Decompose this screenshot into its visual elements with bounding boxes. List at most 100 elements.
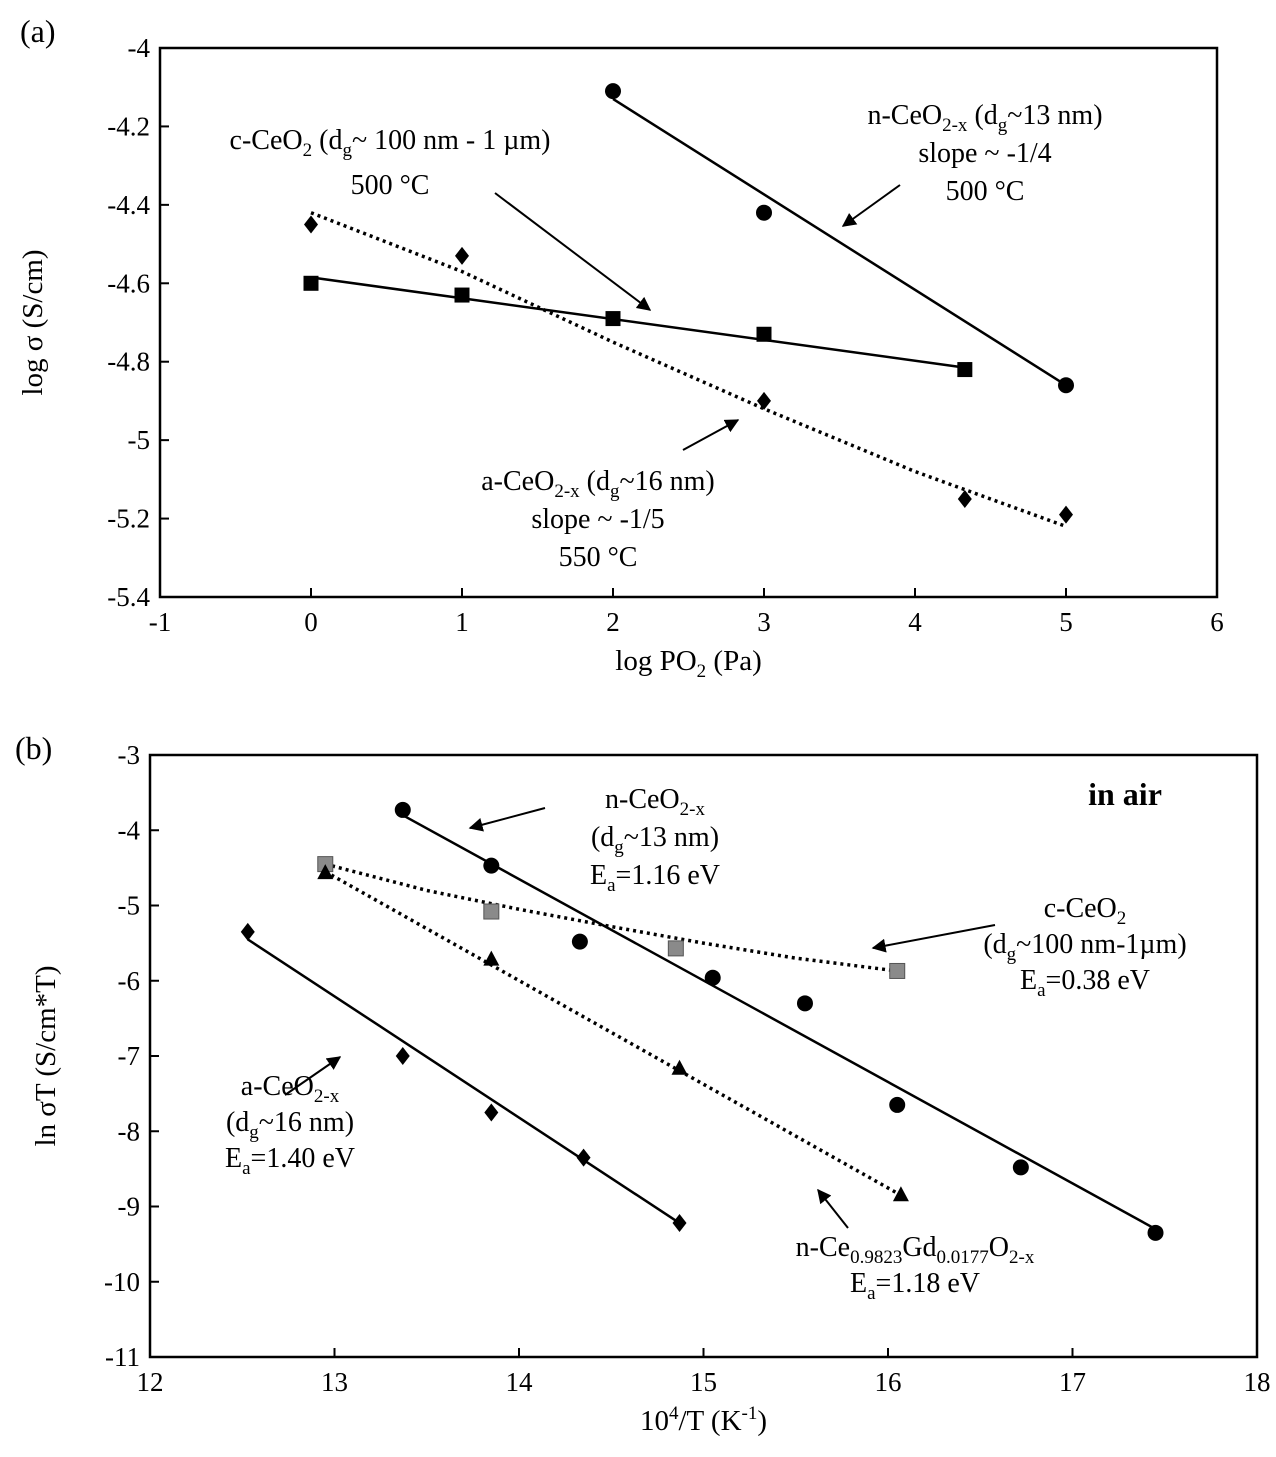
panel-b-y-tick-label: -4 [118, 815, 141, 845]
panel-a-annotation-2: a-CeO2-x (dg~16 nm) [481, 466, 715, 502]
panel-b-y-tick-label: -6 [118, 966, 141, 996]
panel-b-annotation-1-part: (d [983, 929, 1006, 960]
panel-a-y-tick-label: -4.6 [107, 268, 150, 298]
panel-b-data-point-1 [483, 903, 500, 920]
panel-a-annotation-1-part: c-CeO [230, 125, 303, 156]
panel-b-data-point-1 [667, 940, 684, 957]
panel-b-data-point-1 [889, 962, 906, 979]
panel-b-data-point-3 [576, 1148, 591, 1167]
panel-a-x-tick-label: 6 [1210, 607, 1224, 637]
panel-a-annotation-1: c-CeO2 (dg~ 100 nm - 1 µm) [230, 125, 551, 161]
panel-b-data-point-0 [394, 801, 411, 818]
panel-b-data-point-0 [796, 995, 813, 1012]
panel-b-annotation-arrow-0 [468, 807, 546, 832]
panel-b-y-tick-label: -9 [118, 1192, 141, 1222]
panel-a-annotation-1-part: 500 °C [351, 170, 430, 201]
panel-a-annotation-0-part: g [998, 115, 1008, 136]
panel-b-annotation-1-part: ~100 nm-1µm) [1016, 929, 1187, 960]
panel-a-fit-line-0 [612, 97, 1067, 387]
panel-b-annotation-3: Ea=1.18 eV [850, 1268, 980, 1304]
panel-a-annotation-0-part: slope ~ -1/4 [918, 138, 1051, 169]
panel-b-x-tick-label: 15 [690, 1367, 717, 1397]
panel-a-label: (a) [20, 13, 56, 49]
panel-b-annotation-2-part: =1.40 eV [251, 1143, 355, 1174]
panel-a-annotation-0: 500 °C [946, 176, 1025, 207]
panel-a-x-tick-label: 5 [1059, 607, 1073, 637]
panel-b-annotation-arrow-1 [871, 924, 996, 953]
panel-a-x-tick-label: 1 [455, 607, 469, 637]
panel-b-data-point-0 [704, 969, 721, 986]
panel-a-annotation-0-part: n-CeO [867, 100, 942, 131]
panel-a-data-point-0 [1058, 377, 1074, 394]
panel-b-annotation-0-part: g [614, 837, 624, 858]
panel-a-y-tick-label: -5.2 [107, 504, 150, 534]
panel-b-y-tick-label: -5 [118, 891, 141, 921]
panel-b-annotation-1: Ea=0.38 eV [1020, 965, 1150, 1001]
x-label-sup2: -1 [742, 1403, 758, 1424]
x-label-post: /T (K [678, 1405, 741, 1437]
panel-b-annotation-2-part: E [225, 1143, 242, 1174]
panel-b-label: (b) [15, 730, 52, 766]
panel-b-x-tick-label: 16 [875, 1367, 902, 1397]
panel-a-annotation-1: 500 °C [351, 170, 430, 201]
panel-a-annotation-2: slope ~ -1/5 [531, 504, 664, 535]
panel-a-annotation-2: 550 °C [559, 542, 638, 573]
panel-b-y-axis-label: ln σT (S/cm*T) [30, 965, 62, 1146]
panel-b-annotation-3-part: Gd [902, 1232, 936, 1263]
panel-a-y-tick-label: -4.4 [107, 190, 150, 220]
panel-b-annotation-2-part: 2-x [314, 1086, 340, 1107]
panel-b-y-tick-label: -7 [118, 1041, 141, 1071]
panel-b-y-tick-label: -8 [118, 1116, 141, 1146]
panel-b-data-point-2 [483, 950, 500, 966]
panel-a-data-point-0 [605, 83, 621, 100]
panel-a-x-axis-label: log PO2 (Pa) [615, 645, 761, 682]
panel-a-annotation-1-part: (d [312, 125, 342, 156]
panel-b-data-point-3 [395, 1047, 410, 1065]
panel-b-annotation-1-part: c-CeO [1044, 893, 1117, 924]
panel-a-annotation-0-part: 2-x [942, 115, 968, 136]
panel-a-x-tick-label: 2 [606, 607, 620, 637]
panel-a-annotation-2-part: 2-x [554, 481, 580, 502]
panel-b-annotation-2-part: (d [226, 1107, 249, 1138]
panel-b-data-point-2 [671, 1059, 688, 1075]
panel-a-data-point-1 [303, 275, 319, 291]
panel-b-annotation-0-part: a [607, 875, 616, 896]
panel-b-data-point-2 [892, 1186, 909, 1202]
panel-a-y-tick-label: -4.8 [107, 347, 150, 377]
panel-b-annotation-arrow-2 [284, 1056, 342, 1096]
panel-b-annotation-1-part: =0.38 eV [1046, 965, 1150, 996]
panel-b-in-air-label: in air [1088, 776, 1162, 812]
panel-b-annotation-0: n-CeO2-x [605, 784, 705, 820]
panel-b-annotation-1-part: 2 [1117, 908, 1127, 929]
panel-a-y-tick-label: -4.2 [107, 111, 150, 141]
panel-b-y-tick-label: -3 [118, 740, 141, 770]
panel-b-annotation-arrow-3 [817, 1188, 849, 1229]
panel-b-annotation-2: a-CeO2-x [241, 1071, 340, 1107]
panel-a-plot-frame [158, 46, 1219, 599]
panel-a-data-point-2 [957, 489, 972, 508]
panel-b-fit-line-2 [324, 870, 902, 1197]
panel-b-annotation-3-part: E [850, 1268, 867, 1299]
panel-a-annotation-1-part: g [342, 140, 352, 161]
panel-a-annotation-0: n-CeO2-x (dg~13 nm) [867, 100, 1102, 136]
panel-a-annotation-0: slope ~ -1/4 [918, 138, 1051, 169]
panel-b-annotation-3: n-Ce0.9823Gd0.0177O2-x [796, 1232, 1035, 1268]
panel-a-data-point-1 [957, 362, 973, 378]
panel-b-x-axis-label: 104/T (K-1) [640, 1403, 767, 1437]
panel-b-data-point-0 [1147, 1224, 1164, 1241]
panel-b-annotation-3-part: 2-x [1009, 1247, 1035, 1268]
panel-a-y-tick-label: -4 [128, 33, 151, 63]
panel-b-annotation-3-part: O [989, 1232, 1009, 1263]
panel-a-annotation-arrow-0 [841, 184, 901, 227]
panel-a-annotation-0-part: 500 °C [946, 176, 1025, 207]
x-label-main: log PO [615, 645, 696, 677]
panel-b-fit-line-3 [247, 938, 681, 1225]
x-label-post2: ) [757, 1405, 767, 1437]
panel-a-annotation-1-part: ~ 100 nm - 1 µm) [352, 125, 551, 156]
panel-a-data-point-2 [455, 246, 469, 265]
panel-b-annotation-1: c-CeO2 [1044, 893, 1127, 929]
panel-b-annotation-2-part: a [242, 1158, 251, 1179]
panel-b-fit-line-0 [402, 814, 1157, 1231]
panel-a-annotation-arrow-2 [682, 419, 740, 451]
